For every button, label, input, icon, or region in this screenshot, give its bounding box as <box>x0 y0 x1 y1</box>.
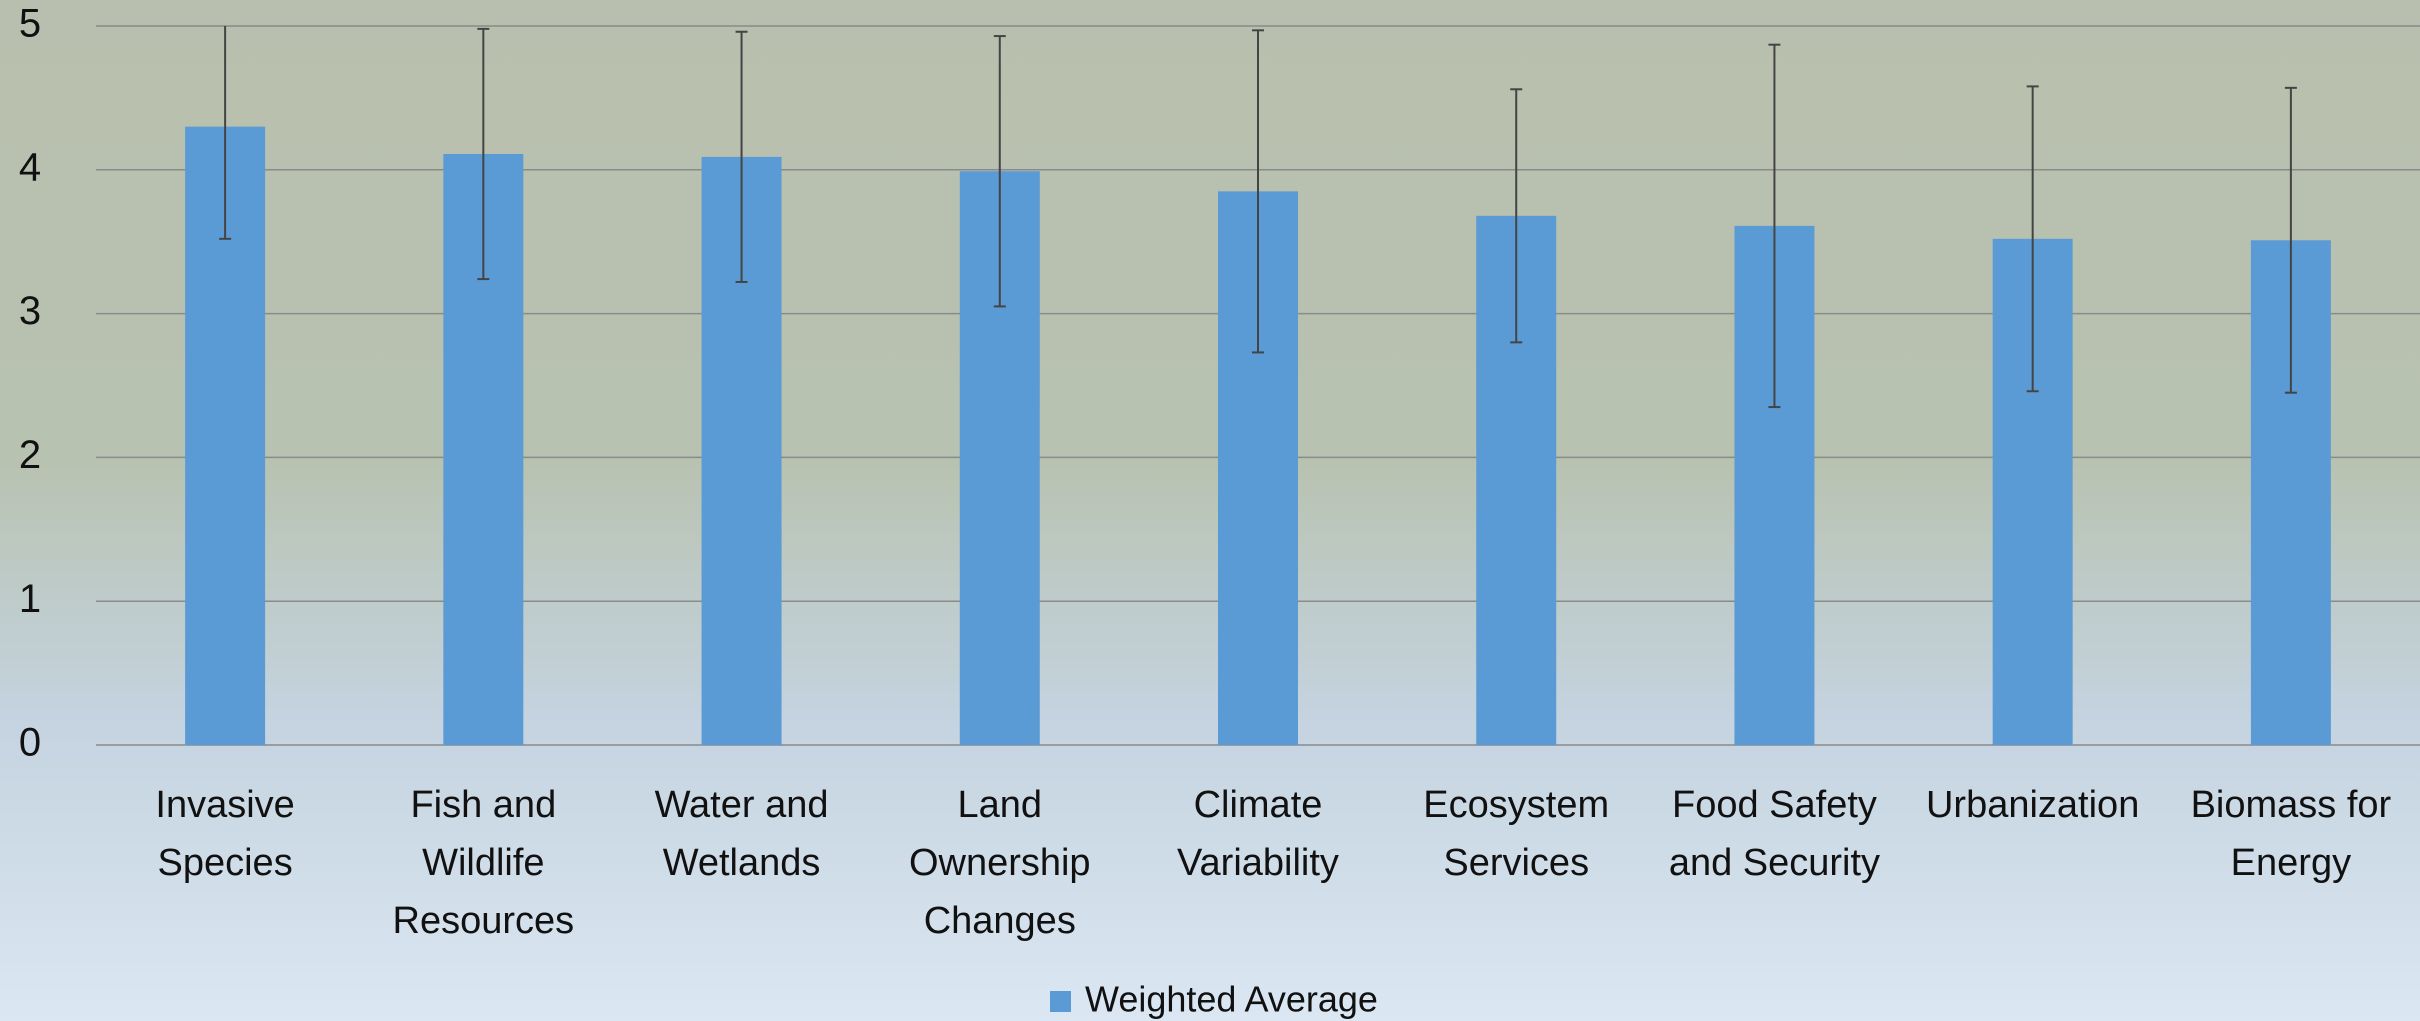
error-bar <box>219 26 232 240</box>
x-tick-label: Water and Wetlands <box>654 784 829 884</box>
x-tick-label: Food Safety and Security <box>1668 784 1881 884</box>
x-tick-label: Land Ownership Changes <box>908 784 1091 942</box>
x-tick-label-box: Fish and Wildlife Resources <box>392 784 575 942</box>
x-tick-label-box: Biomass for Energy <box>2190 784 2392 884</box>
error-bar <box>1252 29 1264 354</box>
x-tick-label: Fish and Wildlife Resources <box>392 784 575 942</box>
legend-swatch <box>1050 991 1071 1012</box>
y-tick-label: 0 <box>19 721 41 765</box>
error-bar <box>1510 88 1523 344</box>
x-tick-label: Invasive Species <box>155 784 295 884</box>
x-tick-label-box: Invasive Species <box>155 784 295 884</box>
y-tick-label: 2 <box>19 433 41 477</box>
y-tick-label: 4 <box>19 145 41 189</box>
x-tick-label: Climate Variability <box>1177 784 1339 884</box>
y-tick-label: 5 <box>19 2 41 46</box>
error-bar <box>1768 43 1781 409</box>
error-bar <box>477 27 490 281</box>
error-bar <box>993 35 1006 308</box>
x-tick-label: Biomass for Energy <box>2190 784 2392 884</box>
x-tick-label: Ecosystem Services <box>1423 784 1610 884</box>
x-tick-label-box: Food Safety and Security <box>1668 784 1881 884</box>
x-tick-label-box: Water and Wetlands <box>654 784 829 884</box>
error-bar <box>735 30 748 283</box>
y-tick-label: 1 <box>19 577 41 621</box>
x-tick-label-box: Urbanization <box>1925 784 2140 826</box>
y-tick-label: 3 <box>19 289 41 333</box>
x-tick-label-box: Climate Variability <box>1177 784 1339 884</box>
x-tick-label: Urbanization <box>1925 784 2140 826</box>
error-bar <box>2026 85 2039 393</box>
x-tick-label-box: Land Ownership Changes <box>908 784 1091 942</box>
legend-label: Weighted Average <box>1085 979 1378 1020</box>
x-tick-label-box: Ecosystem Services <box>1423 784 1610 884</box>
error-bar <box>2284 86 2297 394</box>
